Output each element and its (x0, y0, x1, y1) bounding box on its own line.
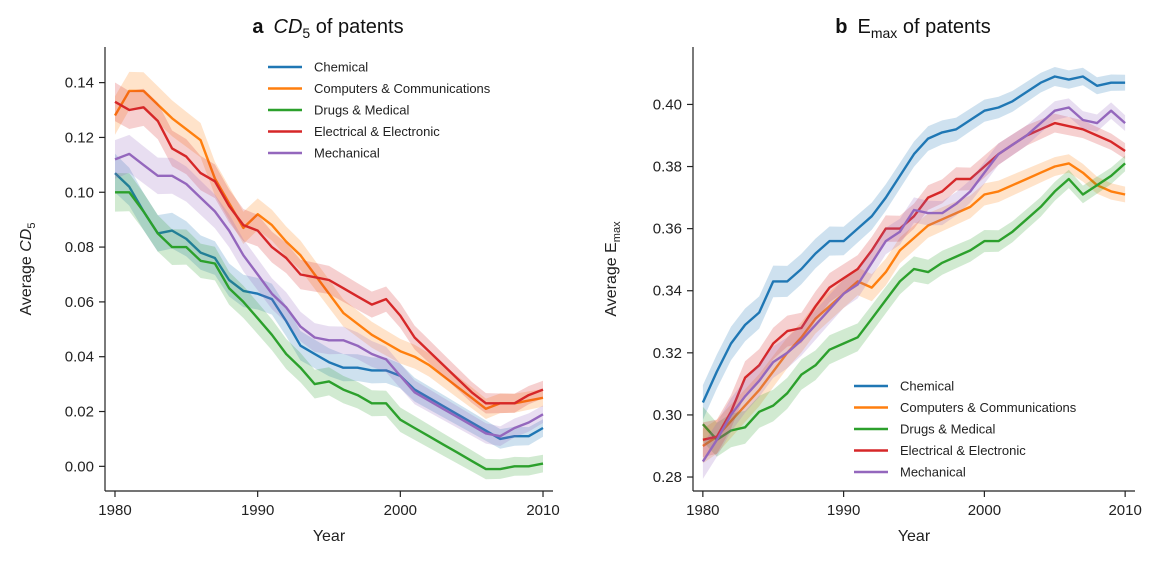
confidence-band-mechanical (115, 134, 543, 446)
series-line-mechanical (114, 152, 544, 438)
panel-b-emax-chart: 1980 1990 2000 2010 0.28 0.30 0.32 0.34 0.36 0.38… (578, 0, 1155, 565)
x-axis-title: Year (313, 528, 346, 545)
legend-label-electrical-electronic: Electrical & Electronic (314, 124, 440, 139)
x-axis-title: Year (898, 528, 931, 545)
series-line-mechanical (701, 106, 1126, 463)
y-tick-label: 0.30 (653, 407, 682, 424)
series-line-drugs-medical (702, 162, 1126, 441)
x-tick-label: 2010 (1108, 502, 1141, 519)
y-axis-title: Average CD5 (18, 223, 38, 316)
legend-label-chemical: Chemical (314, 60, 368, 75)
panel-letter: a (252, 16, 264, 38)
y-axis-title-text: Average (18, 252, 35, 316)
y-tick-label: 0.28 (653, 469, 682, 486)
series-line-computers-communications (702, 162, 1126, 447)
panel-title-variable: E (858, 16, 871, 38)
x-tick-label: 2010 (526, 502, 559, 519)
y-axis-title-subscript: 5 (26, 223, 38, 229)
y-tick-label: 0.12 (65, 129, 94, 146)
x-tick-label: 1990 (241, 502, 274, 519)
x-tick-label: 1980 (98, 502, 131, 519)
panel-title-variable: CD (274, 16, 303, 38)
emax-chart-svg: 1980 1990 2000 2010 0.28 0.30 0.32 0.34 0.36 0.38… (603, 16, 1142, 545)
series-line-electrical-electronic (114, 100, 544, 405)
x-tick-label: 2000 (968, 502, 1001, 519)
y-tick-label: 0.14 (65, 75, 94, 92)
panel-title-subscript: 5 (302, 25, 310, 41)
series-line-chemical (114, 172, 544, 441)
y-tick-label: 0.06 (65, 294, 94, 311)
panel-title-suffix: of patents (897, 16, 990, 38)
series-line-drugs-medical (115, 191, 544, 471)
series-line-computers-communications (113, 89, 544, 410)
legend-label-mechanical: Mechanical (900, 465, 966, 480)
cd5-chart-svg: 1980 1990 2000 2010 0.00 0.02 0.04 0.06 0.08 0.10… (18, 16, 560, 545)
legend-label-computers-communications: Computers & Communications (314, 81, 491, 96)
y-axis-title-subscript: max (611, 221, 623, 242)
y-tick-label: 0.00 (65, 458, 94, 475)
legend-label-drugs-medical: Drugs & Medical (314, 103, 409, 118)
x-tick-label: 1980 (686, 502, 719, 519)
series-line-electrical-electronic (702, 121, 1126, 441)
confidence-band-drugs-medical (702, 155, 1126, 457)
y-tick-label: 0.04 (65, 349, 94, 366)
legend-label-mechanical: Mechanical (314, 146, 380, 161)
panel-a-cd5-chart: 1980 1990 2000 2010 0.00 0.02 0.04 0.06 0.08 0.10… (18, 16, 560, 545)
panel-title-space (848, 16, 858, 38)
y-axis-title-text: Average E (603, 242, 620, 316)
legend-label-electrical-electronic: Electrical & Electronic (900, 443, 1026, 458)
series-line-chemical (701, 75, 1126, 403)
y-tick-label: 0.10 (65, 184, 94, 201)
y-tick-label: 0.36 (653, 221, 682, 238)
panel-letter: b (835, 16, 847, 38)
panel-title-suffix: of patents (310, 16, 403, 38)
x-tick-label: 1990 (827, 502, 860, 519)
y-axis-title: Average Emax (603, 221, 623, 317)
legend-label-computers-communications: Computers & Communications (900, 400, 1077, 415)
panel-title: a CD5 of patents (252, 16, 403, 41)
y-tick-label: 0.40 (653, 96, 682, 113)
y-tick-label: 0.02 (65, 404, 94, 421)
y-tick-label: 0.08 (65, 239, 94, 256)
confidence-band-electrical-electronic (115, 82, 543, 414)
panel-title-space (264, 16, 274, 38)
y-tick-label: 0.32 (653, 345, 682, 362)
y-tick-label: 0.34 (653, 283, 682, 300)
y-axis-title-var: CD (18, 228, 35, 252)
confidence-band-computers-communications (115, 71, 543, 420)
panel-title-subscript: max (871, 25, 897, 41)
panel-title: b Emax of patents (835, 16, 990, 41)
legend-label-drugs-medical: Drugs & Medical (900, 422, 995, 437)
legend-label-chemical: Chemical (900, 379, 954, 394)
y-tick-label: 0.38 (653, 159, 682, 176)
x-tick-label: 2000 (384, 502, 417, 519)
